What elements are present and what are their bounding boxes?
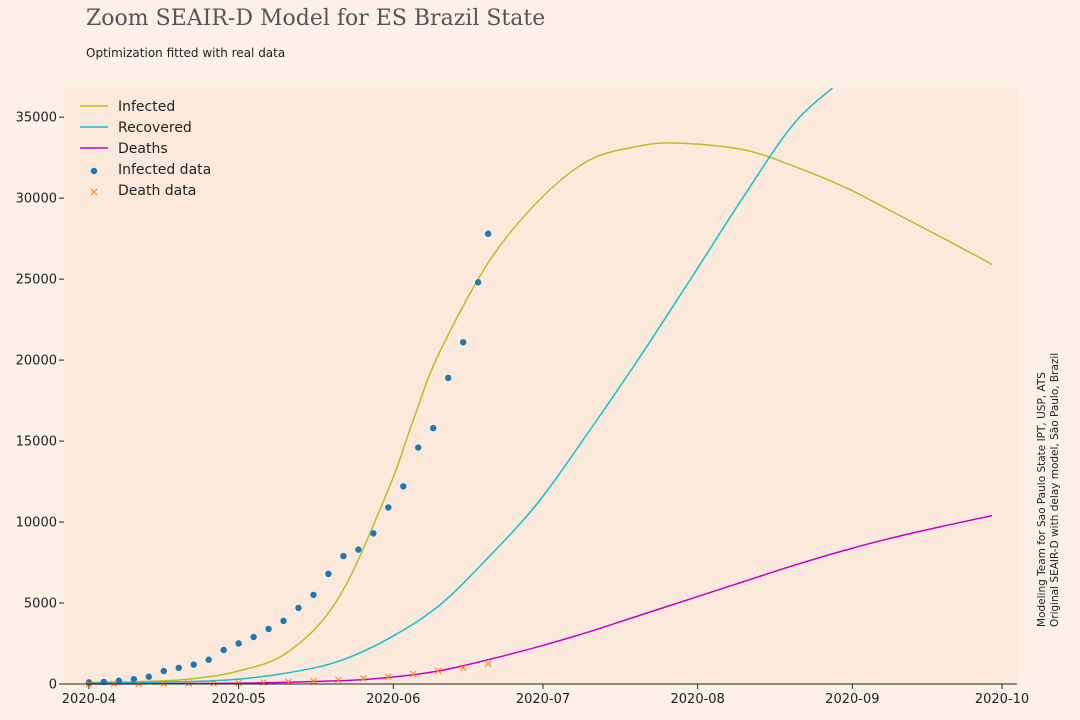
infected-data-point xyxy=(340,552,347,560)
infected-data-point xyxy=(235,640,242,647)
infected-data-point xyxy=(444,374,452,382)
death-data-point xyxy=(434,667,442,675)
series-line-infected xyxy=(88,142,993,684)
legend-label: Infected xyxy=(118,99,175,115)
series-line-recovered xyxy=(88,87,833,684)
y-tick-label: 0 xyxy=(49,678,57,693)
y-tick-label: 30000 xyxy=(16,192,57,207)
x-tick-label: 2020-06 xyxy=(366,692,420,707)
y-tick-label: 15000 xyxy=(16,435,57,450)
infected-data-point xyxy=(484,230,492,237)
credit-line-2: Original SEAIR-D with delay model, São P… xyxy=(1049,352,1061,627)
death-data-point xyxy=(384,673,392,681)
legend-item-infected-data: Infected data xyxy=(90,162,211,178)
death-data-point xyxy=(310,677,317,685)
infected-data-point xyxy=(115,677,123,684)
death-data-point xyxy=(459,664,467,672)
death-data-point xyxy=(235,679,242,687)
series-layer xyxy=(85,87,993,688)
chart-subtitle: Optimization fitted with real data xyxy=(86,46,286,60)
death-data-point xyxy=(409,670,417,678)
infected-data-point xyxy=(160,667,167,675)
death-data-point xyxy=(360,675,367,682)
y-tick-label: 5000 xyxy=(24,597,57,612)
legend-item-deaths: Deaths xyxy=(80,141,168,157)
infected-data-point xyxy=(400,483,407,490)
infected-data-point xyxy=(385,504,392,511)
axes-layer: 2020-04 2020-05 2020-06 2020-07 2020-08 2020-… xyxy=(16,111,1030,707)
credit-line-1: Modeling Team for Sao Paulo State IPT, U… xyxy=(1036,372,1048,627)
plot-background xyxy=(64,88,1017,684)
x-tick-label: 2020-04 xyxy=(62,692,116,707)
legend: Infected Recovered Deaths Infected data Deat… xyxy=(80,99,211,199)
infected-data-point xyxy=(355,546,362,553)
death-data-point xyxy=(484,660,492,668)
y-tick-label: 35000 xyxy=(16,111,57,126)
chart-title: Zoom SEAIR-D Model for ES Brazil State xyxy=(86,6,546,31)
legend-item-death-data: Death data xyxy=(90,183,196,199)
infected-data-point xyxy=(175,664,182,672)
infected-data-point xyxy=(415,444,422,451)
x-tick-label: 2020-07 xyxy=(516,692,570,707)
infected-data-point xyxy=(265,625,272,633)
infected-data-point xyxy=(100,678,108,686)
infected-data-point xyxy=(325,570,332,578)
infected-data-point xyxy=(250,633,257,641)
infected-data-point xyxy=(130,675,138,683)
legend-label: Deaths xyxy=(118,141,168,157)
legend-swatch xyxy=(90,188,98,196)
infected-data-point xyxy=(280,617,287,625)
infected-data-point xyxy=(295,604,302,612)
x-tick-label: 2020-08 xyxy=(671,692,725,707)
x-tick-label: 2020-09 xyxy=(825,692,879,707)
infected-data-point xyxy=(145,673,153,680)
infected-data-point xyxy=(205,656,212,663)
legend-label: Infected data xyxy=(118,162,211,178)
infected-data-point xyxy=(459,339,467,346)
y-tick-label: 25000 xyxy=(16,273,57,288)
infected-data-point xyxy=(310,591,317,599)
infected-data-point xyxy=(430,424,437,432)
infected-data-point xyxy=(474,279,482,286)
x-tick-label: 2020-10 xyxy=(975,692,1029,707)
infected-data-point xyxy=(190,661,197,668)
x-tick-label: 2020-05 xyxy=(211,692,265,707)
credit-note: Modeling Team for Sao Paulo State IPT, U… xyxy=(1036,353,1062,627)
legend-item-infected: Infected xyxy=(80,99,175,115)
y-tick-label: 10000 xyxy=(16,516,57,531)
legend-item-recovered: Recovered xyxy=(80,120,192,136)
infected-data-point xyxy=(220,646,227,654)
y-tick-label: 20000 xyxy=(16,354,57,369)
death-data-point xyxy=(335,676,342,684)
death-data-point xyxy=(210,679,218,687)
legend-label: Recovered xyxy=(118,120,192,136)
series-line-deaths xyxy=(88,514,993,685)
legend-label: Death data xyxy=(118,183,196,199)
legend-swatch xyxy=(90,167,98,175)
infected-data-point xyxy=(370,530,377,537)
